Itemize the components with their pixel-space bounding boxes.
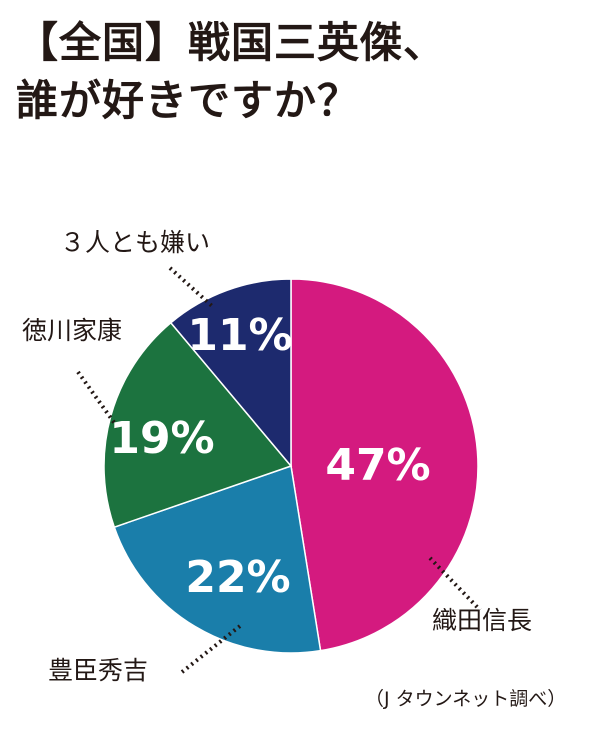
slice-category-label: 豊臣秀吉 [48, 656, 148, 685]
slice-value-label: 22% [185, 552, 290, 603]
leader-line [180, 624, 242, 674]
title-line-1: 【全国】戦国三英傑、 [16, 18, 447, 67]
slice-category-label: 織田信長 [432, 606, 532, 635]
slice-value-label: 47% [325, 440, 430, 491]
slice-value-label: 11% [187, 310, 292, 361]
chart-title: 【全国】戦国三英傑、 誰が好きですか？ [16, 14, 576, 130]
slice-category-label: 徳川家康 [22, 316, 122, 345]
source-note: （J タウンネット調べ） [365, 688, 567, 710]
slice-category-label: ３人とも嫌い [60, 228, 210, 257]
title-line-2: 誰が好きですか？ [16, 76, 361, 125]
slice-dislike-all [169, 278, 292, 469]
slice-toyotomi-hideyoshi [113, 464, 322, 654]
slice-value-label: 19% [109, 413, 214, 464]
leader-line [428, 556, 482, 612]
leader-line [168, 266, 214, 308]
